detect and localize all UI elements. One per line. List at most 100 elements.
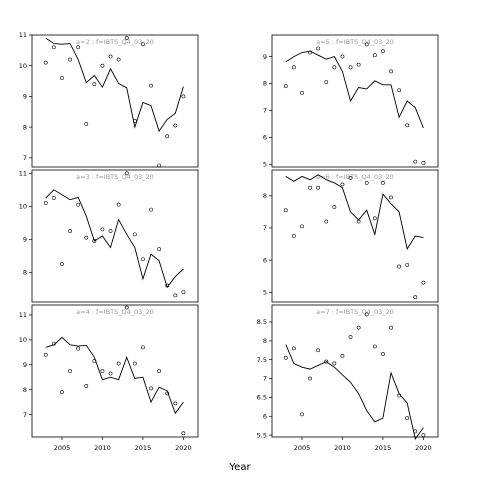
observed-point — [76, 346, 81, 351]
observed-point — [108, 54, 113, 59]
observed-point — [332, 205, 337, 209]
observed-point — [300, 224, 304, 229]
observed-point — [173, 401, 178, 406]
fitted-line — [45, 37, 184, 133]
observed-point — [308, 185, 312, 190]
observed-point — [149, 207, 153, 212]
observed-point — [413, 159, 418, 164]
observed-point — [43, 201, 48, 205]
observed-point — [324, 219, 329, 224]
fitted-line — [45, 336, 184, 415]
observed-point — [364, 180, 369, 185]
observed-point — [316, 348, 321, 353]
y-tick-label: 8 — [263, 337, 267, 345]
observed-point — [60, 390, 64, 395]
x-tick-label: 2020 — [415, 444, 432, 452]
y-tick-label: 5 — [263, 161, 267, 169]
observed-point — [116, 361, 121, 366]
observed-point — [60, 76, 64, 80]
fitted-line — [45, 189, 184, 289]
fitted-line — [285, 344, 424, 440]
observed-point — [141, 257, 145, 262]
observed-point — [149, 386, 153, 391]
panel-frame — [271, 34, 439, 168]
observed-point — [165, 283, 170, 288]
y-tick-label: 10 — [19, 336, 27, 344]
y-tick-label: 11 — [19, 31, 27, 39]
observed-point — [149, 83, 153, 88]
y-tick-label: 7 — [263, 107, 267, 115]
y-tick-label: 7 — [23, 411, 27, 419]
observed-point — [421, 161, 426, 165]
observed-point — [381, 49, 385, 54]
panel-label: a=7 : f=IBTS_Q4_03_20 — [316, 308, 394, 316]
observed-point — [60, 262, 64, 266]
observed-point — [181, 431, 186, 436]
observed-point — [381, 180, 385, 185]
observed-point — [413, 429, 418, 434]
x-tick-label: 2010 — [334, 444, 351, 452]
x-tick-label: 2010 — [94, 444, 111, 452]
observed-point — [116, 202, 121, 207]
x-tick-label: 2005 — [54, 444, 71, 452]
observed-point — [51, 45, 56, 50]
observed-point — [389, 195, 393, 200]
observed-point — [84, 122, 89, 126]
observed-point — [68, 229, 72, 233]
panel-frame — [271, 304, 439, 438]
observed-point — [340, 54, 345, 59]
x-tick-label: 2005 — [294, 444, 311, 452]
observed-point — [300, 412, 304, 417]
observed-point — [181, 94, 186, 99]
observed-point — [316, 46, 321, 51]
observed-point — [364, 42, 369, 47]
observed-point — [340, 182, 345, 187]
observed-point — [348, 65, 353, 70]
observed-point — [92, 359, 97, 363]
observed-point — [291, 65, 296, 70]
y-tick-label: 6 — [263, 412, 267, 420]
y-tick-label: 8 — [23, 386, 27, 394]
y-tick-label: 6.5 — [257, 394, 267, 402]
observed-point — [348, 335, 353, 339]
observed-point — [100, 63, 105, 68]
x-tick-label: 2015 — [375, 444, 392, 452]
x-tick-label: 2020 — [175, 444, 192, 452]
observed-point — [405, 416, 410, 421]
y-tick-label: 8 — [23, 123, 27, 131]
observed-point — [84, 235, 89, 240]
observed-point — [372, 53, 377, 58]
y-tick-label: 7 — [263, 375, 267, 383]
observed-point — [316, 185, 321, 190]
observed-point — [332, 361, 337, 366]
panel-frame — [31, 304, 199, 438]
observed-point — [76, 45, 81, 50]
observed-point — [397, 88, 402, 93]
y-tick-label: 6 — [263, 256, 267, 264]
observed-point — [124, 305, 129, 310]
observed-point — [157, 247, 162, 252]
observed-point — [421, 280, 426, 285]
panel-frame — [31, 34, 199, 168]
observed-point — [92, 239, 97, 243]
observed-point — [356, 219, 361, 224]
y-tick-label: 10 — [19, 203, 27, 211]
observed-point — [173, 293, 178, 298]
observed-point — [132, 232, 137, 237]
observed-point — [405, 123, 410, 128]
y-tick-label: 7 — [263, 224, 267, 232]
observed-point — [283, 84, 288, 89]
observed-point — [116, 57, 121, 62]
y-tick-label: 11 — [19, 311, 27, 319]
observed-point — [141, 345, 145, 350]
observed-point — [157, 163, 162, 168]
observed-point — [76, 202, 81, 207]
y-tick-label: 9 — [23, 236, 27, 244]
observed-point — [381, 352, 385, 356]
observed-point — [324, 80, 329, 85]
panel-1: a=2 : f=IBTS_Q4_03_20 7 8 9 10 11 — [19, 31, 199, 168]
observed-point — [372, 216, 377, 221]
y-tick-label: 8 — [263, 192, 267, 200]
observed-point — [132, 119, 137, 123]
panel-frame — [271, 169, 439, 303]
